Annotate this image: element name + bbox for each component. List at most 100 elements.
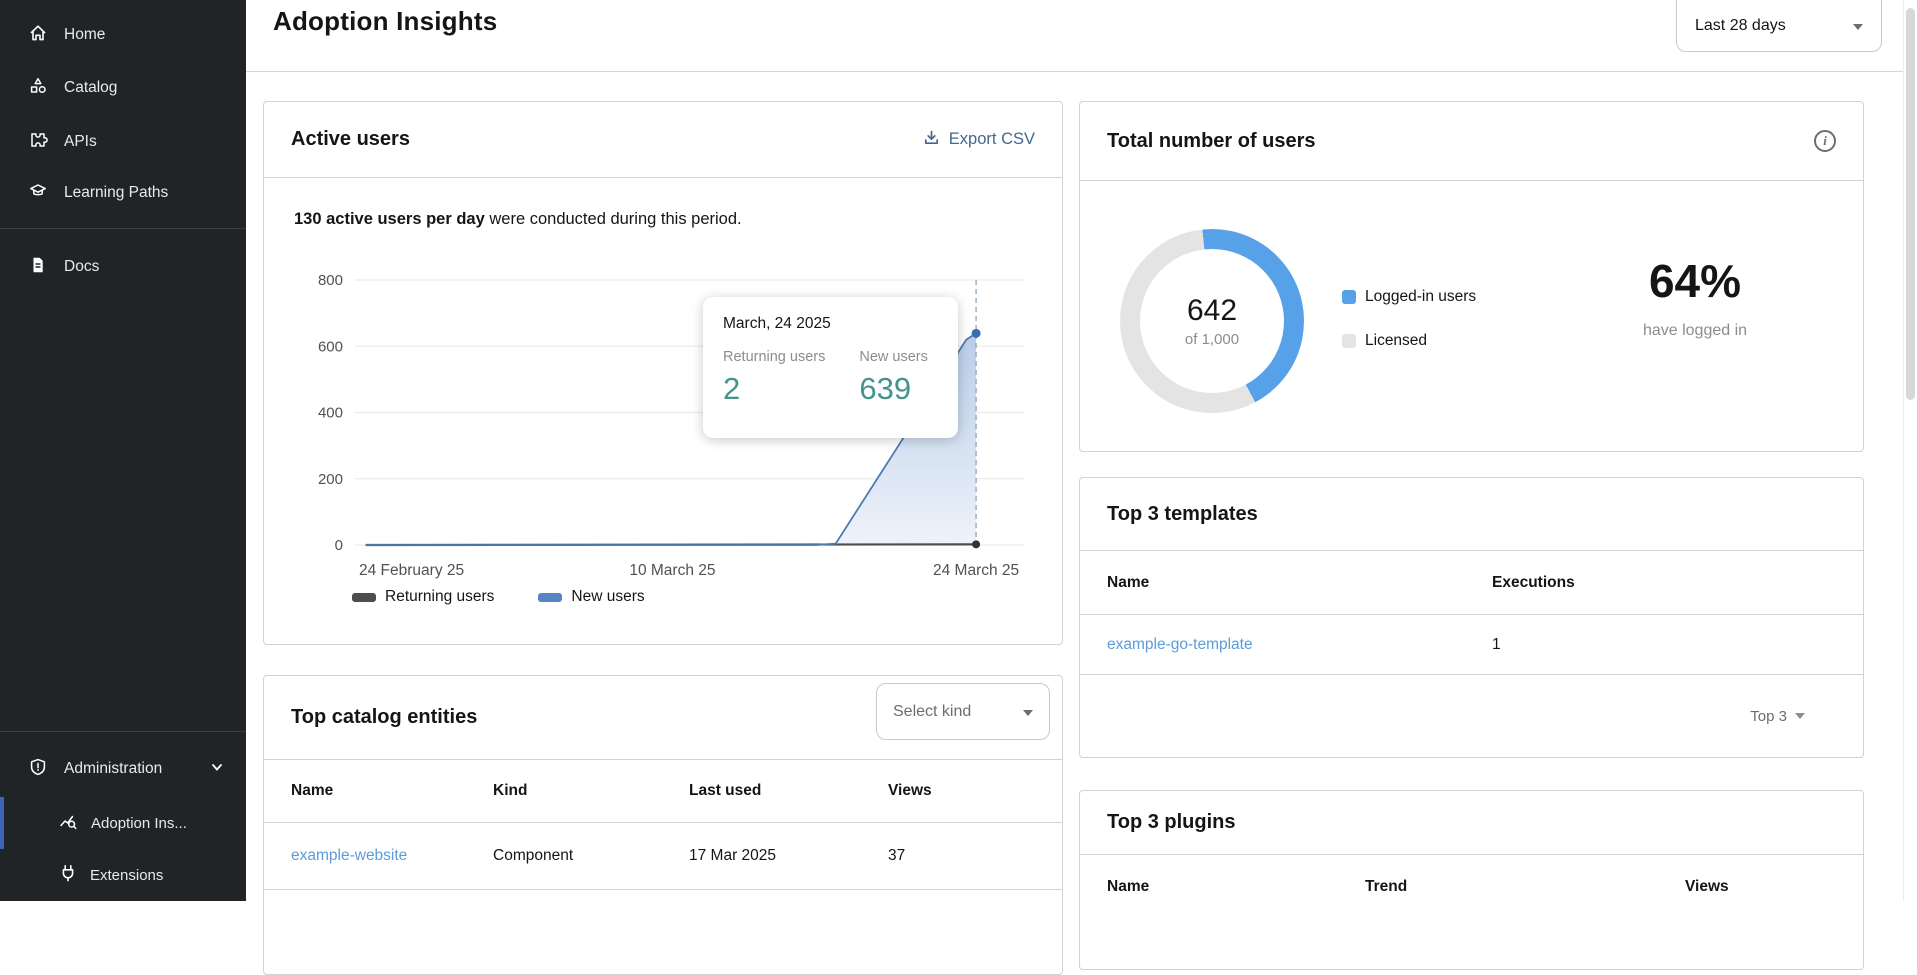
column-header-views: Views: [888, 782, 932, 800]
total-users-card: Total number of users i 642 of 1,000 Log…: [1079, 101, 1864, 452]
sidebar-item-extensions[interactable]: Extensions: [0, 853, 246, 897]
entity-link[interactable]: example-website: [291, 847, 407, 865]
page-title: Adoption Insights: [273, 6, 497, 37]
sidebar-item-label: Home: [64, 26, 105, 44]
home-icon: [28, 23, 48, 48]
sidebar-item-catalog[interactable]: Catalog: [0, 66, 246, 110]
legend-swatch: [538, 593, 562, 602]
table-footer: Top 3: [1080, 675, 1863, 757]
tooltip-new-users: New users 639: [859, 349, 928, 407]
svg-text:800: 800: [318, 272, 343, 289]
chart-summary: 130 active users per day were conducted …: [294, 210, 742, 229]
svg-text:10 March 25: 10 March 25: [629, 562, 715, 579]
sidebar-item-administration[interactable]: Administration: [0, 747, 246, 791]
plug-icon: [58, 863, 78, 887]
svg-text:0: 0: [335, 537, 343, 554]
sidebar-item-label: Extensions: [90, 867, 163, 884]
card-title: Active users: [291, 128, 410, 151]
sidebar: Home Catalog APIs Learning Paths Docs Ad…: [0, 0, 246, 901]
legend-returning-users[interactable]: Returning users: [352, 588, 494, 606]
svg-text:24 February 25: 24 February 25: [359, 562, 464, 579]
vertical-scrollbar: [1903, 0, 1917, 901]
table-header-row: Name Executions: [1080, 551, 1863, 615]
learning-paths-icon: [28, 181, 48, 206]
sidebar-item-home[interactable]: Home: [0, 13, 246, 57]
legend-swatch: [1342, 290, 1356, 304]
svg-text:200: 200: [318, 471, 343, 488]
shield-icon: [28, 757, 48, 782]
views-value: 37: [888, 847, 905, 865]
last-used-value: 17 Mar 2025: [689, 847, 776, 865]
legend-new-users[interactable]: New users: [538, 588, 644, 606]
sidebar-item-learning-paths[interactable]: Learning Paths: [0, 171, 246, 215]
template-link[interactable]: example-go-template: [1107, 636, 1253, 654]
sidebar-item-label: APIs: [64, 133, 97, 151]
percent-subtext: have logged in: [1600, 322, 1790, 340]
column-header-views: Views: [1685, 878, 1729, 896]
export-csv-button[interactable]: Export CSV: [923, 129, 1035, 151]
donut-value: 642: [1187, 294, 1237, 328]
legend-licensed[interactable]: Licensed: [1342, 332, 1476, 350]
column-header-last-used: Last used: [689, 782, 761, 800]
card-title: Top 3 plugins: [1107, 811, 1236, 834]
legend-swatch: [1342, 334, 1356, 348]
chevron-down-icon: [1023, 710, 1033, 716]
percent-value: 64%: [1600, 254, 1790, 308]
sidebar-item-adoption-insights[interactable]: Adoption Ins...: [0, 801, 246, 845]
kind-value: Component: [493, 847, 573, 865]
column-header-name: Name: [291, 782, 333, 800]
legend-swatch: [352, 593, 376, 602]
sidebar-item-label: Adoption Ins...: [91, 815, 187, 832]
column-header-name: Name: [1107, 878, 1149, 896]
column-header-kind: Kind: [493, 782, 527, 800]
insights-icon: [58, 811, 79, 836]
top-plugins-card: Top 3 plugins Name Trend Views: [1079, 790, 1864, 970]
docs-icon: [28, 255, 48, 280]
chevron-down-icon: [1795, 713, 1805, 719]
svg-text:600: 600: [318, 338, 343, 355]
card-title: Top 3 templates: [1107, 503, 1258, 526]
catalog-icon: [28, 76, 48, 101]
sidebar-item-label: Docs: [64, 258, 99, 276]
select-kind-dropdown[interactable]: Select kind: [876, 683, 1050, 740]
table-row: example-website Component 17 Mar 2025 37: [264, 823, 1062, 890]
card-title: Top catalog entities: [291, 706, 477, 729]
sidebar-item-label: Administration: [64, 760, 162, 778]
donut-legend: Logged-in users Licensed: [1342, 288, 1476, 350]
logged-in-percent-block: 64% have logged in: [1600, 254, 1790, 340]
column-header-executions: Executions: [1492, 574, 1575, 592]
table-header-row: Name Kind Last used Views: [264, 760, 1062, 823]
top-catalog-entities-card: Top catalog entities Select kind Name Ki…: [263, 675, 1063, 975]
active-users-card: Active users Export CSV 130 active users…: [263, 101, 1063, 645]
donut-chart: 642 of 1,000: [1120, 229, 1304, 413]
sidebar-divider: [0, 731, 246, 732]
column-header-trend: Trend: [1365, 878, 1407, 896]
rows-per-page-select[interactable]: Top 3: [1750, 708, 1805, 725]
legend-logged-in-users[interactable]: Logged-in users: [1342, 288, 1476, 306]
scrollbar-thumb[interactable]: [1906, 8, 1915, 400]
tooltip-date: March, 24 2025: [723, 315, 938, 333]
date-range-value: Last 28 days: [1695, 17, 1786, 35]
sidebar-item-label: Learning Paths: [64, 184, 168, 202]
top-templates-card: Top 3 templates Name Executions example-…: [1079, 477, 1864, 758]
chart-legend: Returning users New users: [352, 588, 645, 606]
download-icon: [923, 129, 940, 151]
sidebar-divider: [0, 228, 246, 229]
chart-tooltip: March, 24 2025 Returning users 2 New use…: [703, 297, 958, 438]
svg-text:24 March 25: 24 March 25: [933, 562, 1019, 579]
executions-value: 1: [1492, 636, 1501, 654]
header-divider: [246, 71, 1903, 72]
sidebar-item-apis[interactable]: APIs: [0, 120, 246, 164]
date-range-select[interactable]: Last 28 days: [1676, 0, 1882, 52]
info-icon[interactable]: i: [1814, 130, 1836, 152]
chevron-down-icon: [1853, 24, 1863, 30]
chevron-down-icon[interactable]: [210, 760, 224, 779]
table-row: example-go-template 1: [1080, 615, 1863, 675]
sidebar-item-label: Catalog: [64, 79, 117, 97]
donut-subtext: of 1,000: [1185, 331, 1239, 348]
table-header-row: Name Trend Views: [1080, 855, 1863, 919]
svg-text:400: 400: [318, 405, 343, 422]
sidebar-item-docs[interactable]: Docs: [0, 245, 246, 289]
apis-icon: [28, 130, 48, 155]
card-title: Total number of users: [1107, 130, 1316, 153]
